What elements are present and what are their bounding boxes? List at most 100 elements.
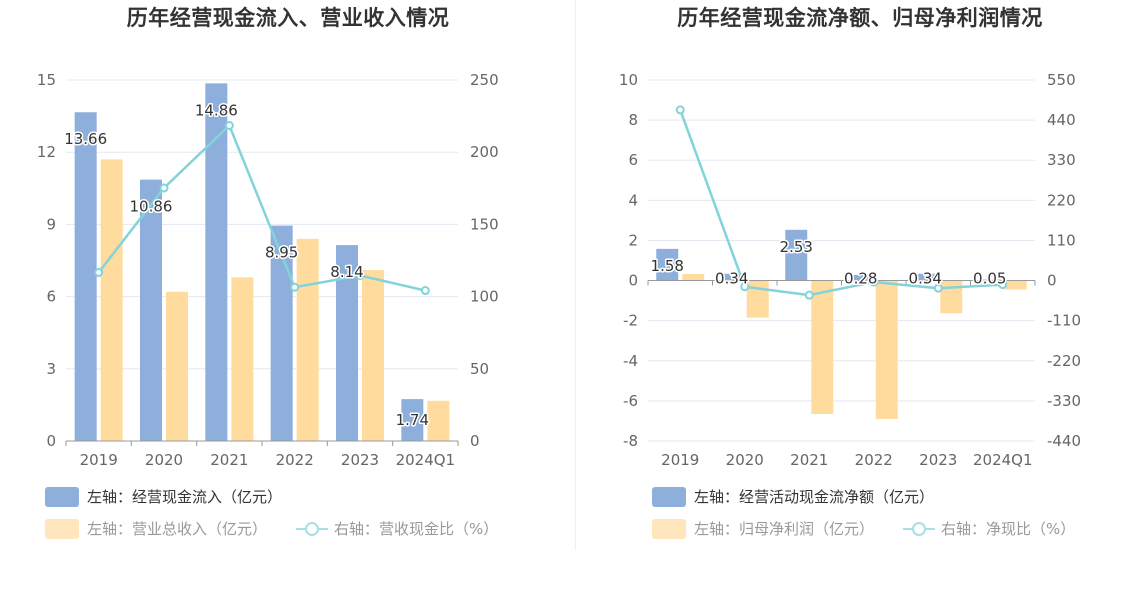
- x-axis-tick-label: 2024Q1: [396, 451, 456, 469]
- legend-swatch-yellow: [45, 518, 79, 539]
- y-axis-right-tick-label: 0: [470, 432, 480, 450]
- y-axis-right-tick-label: 0: [1047, 272, 1057, 290]
- y-axis-left-tick-label: -8: [623, 432, 638, 450]
- bar-revenue: [362, 270, 384, 441]
- bar-revenue: [166, 291, 188, 441]
- series-line-net-cash-ratio: [679, 109, 1003, 297]
- bar-cash-inflow: [336, 245, 358, 441]
- data-label: 0.05: [973, 270, 1006, 288]
- line-point: [869, 277, 879, 287]
- series-line-cash-ratio: [97, 123, 426, 292]
- x-axis-tick-label: 2022: [855, 451, 893, 469]
- y-axis-right-tick-label: 50: [470, 360, 489, 378]
- y-axis-left-tick-label: 12: [37, 143, 56, 161]
- chart-title: 历年经营现金流入、营业收入情况: [126, 6, 450, 30]
- y-axis-left-tick-label: 3: [46, 360, 56, 378]
- x-axis-tick-label: 2021: [210, 451, 248, 469]
- bar-net-profit: [682, 273, 705, 281]
- legend-swatch-blue: [45, 486, 79, 507]
- x-axis-tick-label: 2021: [790, 451, 828, 469]
- chart-panel-netcash-profit: 历年经营现金流净额、归母净利润情况 -8 -6 -4 -2 0 2 4 6 8 10 -440 -33…: [580, 0, 1140, 560]
- bar-net-profit: [811, 280, 834, 414]
- y-axis-right-tick-label: -330: [1047, 392, 1081, 410]
- data-label: 0.34: [715, 270, 748, 288]
- data-label: 8.95: [265, 244, 298, 262]
- y-axis-right-tick-label: 100: [470, 288, 499, 306]
- bar-net-cashflow: [914, 273, 937, 281]
- bar-net-profit: [746, 280, 769, 318]
- bar-net-profit: [1004, 280, 1027, 290]
- x-axis-tick-label: 2020: [145, 451, 183, 469]
- y-axis-left-tick-label: 15: [37, 71, 56, 89]
- legend-item-net-cashflow[interactable]: 左轴：经营活动现金流净额（亿元）: [652, 486, 934, 507]
- legend-label: 右轴：营收现金比（%）: [334, 520, 499, 538]
- line-point: [159, 183, 169, 193]
- bar-net-cashflow: [978, 279, 1001, 281]
- bar-cash-inflow: [74, 112, 97, 442]
- chart-title: 历年经营现金流净额、归母净利润情况: [677, 6, 1043, 30]
- data-label: 8.14: [330, 263, 363, 281]
- y-axis-left-tick-label: 2: [628, 231, 638, 249]
- legend-item-cash-ratio[interactable]: 右轴：营收现金比（%）: [296, 518, 498, 539]
- line-point: [675, 105, 685, 115]
- line-point: [355, 271, 365, 281]
- y-axis-right-tick-label: 200: [470, 143, 499, 161]
- data-label: 10.86: [130, 198, 173, 216]
- legend-swatch-blue: [652, 486, 686, 507]
- line-point: [94, 267, 104, 277]
- y-axis-right-tick-label: -440: [1047, 432, 1081, 450]
- y-axis-left-tick-label: -2: [623, 312, 638, 330]
- x-axis-tick-label: 2022: [276, 451, 314, 469]
- y-axis-left-tick-label: 9: [46, 215, 56, 233]
- bar-cash-inflow: [401, 399, 424, 441]
- legend-item-cash-inflow[interactable]: 左轴：经营现金流入（亿元）: [45, 486, 282, 507]
- legend-label: 左轴：经营活动现金流净额（亿元）: [694, 488, 935, 506]
- y-axis-right-tick-label: 150: [470, 215, 499, 233]
- legend-line-marker-icon: [296, 521, 328, 536]
- bar-revenue: [100, 159, 123, 442]
- bar-net-profit: [940, 280, 963, 314]
- x-axis-tick-label: 2020: [726, 451, 764, 469]
- y-axis-left-tick-label: -6: [623, 392, 638, 410]
- bar-net-cashflow: [720, 273, 743, 281]
- bar-cash-inflow: [140, 179, 162, 442]
- y-axis-right-tick-label: 250: [470, 71, 499, 89]
- legend-item-net-profit[interactable]: 左轴：归母净利润（亿元）: [652, 518, 874, 539]
- bar-net-cashflow: [785, 229, 808, 281]
- data-label: 13.66: [64, 130, 107, 148]
- y-axis-left-tick-label: 6: [628, 151, 638, 169]
- x-axis-tick-label: 2019: [80, 451, 118, 469]
- chart-panel-cashflow-revenue: 历年经营现金流入、营业收入情况 0 3 6 9 12 15 0 50 100 150 200 250 2…: [8, 0, 568, 560]
- bar-net-cashflow: [656, 248, 679, 281]
- x-axis-tick-label: 2019: [661, 451, 699, 469]
- legend-label: 左轴：营业总收入（亿元）: [87, 520, 268, 538]
- line-point: [420, 286, 430, 296]
- legend-line-marker-icon: [903, 521, 935, 536]
- bar-revenue: [231, 277, 254, 441]
- legend-item-net-cash-ratio[interactable]: 右轴：净现比（%）: [903, 518, 1075, 539]
- bar-net-profit: [875, 280, 898, 419]
- y-axis-left-tick-label: 6: [46, 288, 56, 306]
- panel-divider: [575, 0, 576, 550]
- y-axis-left-tick-label: 8: [628, 111, 638, 129]
- line-point: [224, 120, 234, 130]
- line-point: [998, 280, 1008, 290]
- line-point: [290, 282, 300, 292]
- data-label: 1.58: [651, 257, 684, 275]
- line-point: [804, 290, 814, 300]
- y-axis-right-tick-label: 440: [1047, 111, 1076, 129]
- legend-swatch-yellow: [652, 518, 686, 539]
- line-point: [740, 282, 750, 292]
- x-axis-tick-label: 2023: [919, 451, 957, 469]
- data-label: 2.53: [780, 238, 813, 256]
- legend-label: 右轴：净现比（%）: [941, 520, 1076, 538]
- y-axis-right-tick-label: 330: [1047, 151, 1076, 169]
- legend-label: 左轴：归母净利润（亿元）: [694, 520, 875, 538]
- x-axis-tick-label: 2023: [341, 451, 379, 469]
- y-axis-right-tick-label: -220: [1047, 352, 1081, 370]
- data-label: 0.28: [844, 270, 877, 288]
- legend-item-revenue[interactable]: 左轴：营业总收入（亿元）: [45, 518, 267, 539]
- y-axis-left-tick-label: 4: [628, 191, 638, 209]
- y-axis-right-tick-label: 110: [1047, 231, 1076, 249]
